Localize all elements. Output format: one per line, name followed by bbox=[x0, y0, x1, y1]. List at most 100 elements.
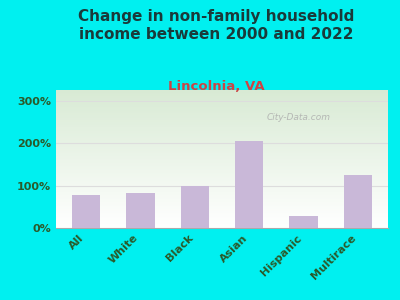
Bar bbox=[56, 195, 388, 196]
Bar bbox=[56, 188, 388, 189]
Text: City-Data.com: City-Data.com bbox=[266, 113, 330, 122]
Bar bbox=[56, 109, 388, 111]
Bar bbox=[56, 170, 388, 171]
Bar bbox=[56, 120, 388, 122]
Bar bbox=[56, 104, 388, 105]
Bar bbox=[56, 205, 388, 206]
Bar bbox=[56, 155, 388, 156]
Bar bbox=[56, 217, 388, 218]
Bar bbox=[56, 173, 388, 174]
Bar bbox=[56, 223, 388, 224]
Bar bbox=[56, 130, 388, 131]
Bar bbox=[56, 206, 388, 207]
Bar bbox=[56, 180, 388, 181]
Bar bbox=[56, 158, 388, 159]
Bar bbox=[56, 177, 388, 178]
Bar bbox=[56, 115, 388, 116]
Bar bbox=[56, 189, 388, 191]
Bar bbox=[56, 203, 388, 205]
Bar bbox=[56, 118, 388, 119]
Bar bbox=[56, 156, 388, 158]
Bar bbox=[56, 138, 388, 140]
Bar bbox=[290, 216, 318, 228]
Bar bbox=[56, 97, 388, 98]
Bar bbox=[56, 171, 388, 173]
Bar bbox=[56, 198, 388, 199]
Bar bbox=[56, 105, 388, 106]
Bar bbox=[56, 147, 388, 148]
Bar bbox=[56, 94, 388, 95]
Bar bbox=[56, 133, 388, 134]
Bar bbox=[56, 93, 388, 94]
Bar bbox=[56, 106, 388, 108]
Text: Lincolnia, VA: Lincolnia, VA bbox=[168, 80, 264, 92]
Bar bbox=[56, 137, 388, 138]
Bar bbox=[56, 151, 388, 152]
Bar bbox=[56, 220, 388, 221]
Bar bbox=[56, 149, 388, 151]
Bar bbox=[56, 136, 388, 137]
Bar bbox=[56, 216, 388, 217]
Bar bbox=[56, 160, 388, 162]
Bar bbox=[56, 214, 388, 216]
Bar bbox=[56, 141, 388, 142]
Bar bbox=[56, 181, 388, 182]
Bar bbox=[56, 191, 388, 192]
Bar bbox=[56, 145, 388, 147]
Bar bbox=[56, 124, 388, 126]
Bar bbox=[56, 196, 388, 198]
Bar bbox=[56, 122, 388, 123]
Bar bbox=[56, 123, 388, 124]
Bar bbox=[344, 175, 372, 228]
Bar bbox=[56, 169, 388, 170]
Bar bbox=[56, 92, 388, 93]
Bar bbox=[56, 131, 388, 133]
Bar bbox=[56, 154, 388, 155]
Bar bbox=[56, 185, 388, 187]
Bar bbox=[56, 200, 388, 202]
Bar bbox=[56, 184, 388, 185]
Bar bbox=[56, 129, 388, 130]
Bar bbox=[56, 182, 388, 184]
Bar bbox=[56, 224, 388, 225]
Bar bbox=[126, 193, 154, 228]
Bar bbox=[56, 187, 388, 188]
Bar bbox=[56, 152, 388, 154]
Bar bbox=[56, 100, 388, 101]
Bar bbox=[56, 209, 388, 210]
Bar bbox=[56, 159, 388, 160]
Bar bbox=[56, 164, 388, 166]
Bar bbox=[56, 148, 388, 149]
Bar bbox=[56, 199, 388, 200]
Bar bbox=[56, 226, 388, 228]
Bar bbox=[56, 95, 388, 97]
Bar bbox=[56, 192, 388, 194]
Bar bbox=[181, 185, 209, 228]
Bar bbox=[56, 176, 388, 177]
Bar bbox=[56, 162, 388, 163]
Bar bbox=[56, 90, 388, 92]
Bar bbox=[56, 119, 388, 120]
Bar bbox=[56, 112, 388, 113]
Bar bbox=[56, 225, 388, 226]
Bar bbox=[56, 102, 388, 104]
Bar bbox=[56, 163, 388, 164]
Bar bbox=[56, 98, 388, 100]
Bar bbox=[56, 207, 388, 209]
Bar bbox=[56, 142, 388, 144]
Bar bbox=[56, 210, 388, 212]
Bar bbox=[56, 127, 388, 129]
Bar bbox=[72, 195, 100, 228]
Bar bbox=[56, 212, 388, 213]
Bar bbox=[56, 213, 388, 214]
Bar bbox=[56, 113, 388, 115]
Bar bbox=[56, 144, 388, 145]
Bar bbox=[56, 218, 388, 220]
Bar bbox=[56, 101, 388, 102]
Text: Change in non-family household
income between 2000 and 2022: Change in non-family household income be… bbox=[78, 9, 354, 42]
Bar bbox=[56, 111, 388, 112]
Bar bbox=[56, 202, 388, 203]
Bar bbox=[56, 221, 388, 223]
Bar bbox=[56, 140, 388, 141]
Bar bbox=[56, 178, 388, 180]
